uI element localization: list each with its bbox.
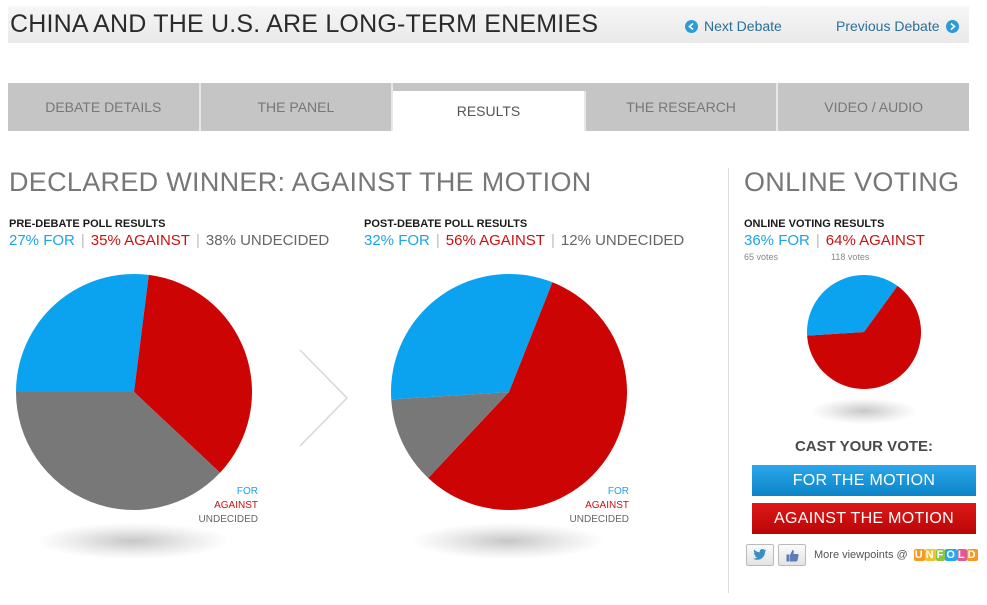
pre-for-text: 27% FOR	[9, 232, 75, 249]
online-pie-shadow	[812, 398, 916, 424]
unfold-letter: L	[956, 549, 967, 561]
page-title: CHINA AND THE U.S. ARE LONG-TERM ENEMIES	[10, 10, 599, 38]
post-debate-pie-chart	[391, 274, 627, 510]
thumbs-up-icon	[786, 549, 799, 561]
unfold-letter: F	[935, 549, 946, 561]
unfold-letter: D	[966, 549, 978, 561]
chevron-left-icon	[685, 19, 698, 33]
section-divider	[728, 168, 729, 593]
pie-slice-undecided	[391, 392, 509, 479]
online-voting-pie-chart	[807, 275, 921, 389]
online-summary: 36% FOR | 64% AGAINST	[744, 232, 925, 249]
tab-the-research[interactable]: THE RESEARCH	[586, 83, 779, 131]
post-undecided-text: 12% UNDECIDED	[560, 232, 685, 249]
online-for-votes: 65 votes	[744, 252, 779, 262]
online-for-text: 36% FOR	[744, 232, 810, 249]
unfold-letter: U	[913, 549, 925, 561]
pre-debate-pie-chart	[16, 274, 252, 510]
online-against-text: 64% AGAINST	[825, 232, 925, 249]
post-pie-shadow	[413, 523, 603, 559]
pre-against-text: 35% AGAINST	[90, 232, 190, 249]
vote-against-button[interactable]: AGAINST THE MOTION	[752, 503, 976, 534]
online-against-votes: 118 votes	[831, 252, 870, 262]
twitter-button[interactable]	[746, 544, 774, 566]
post-against-text: 56% AGAINST	[445, 232, 545, 249]
more-viewpoints-text: More viewpoints @	[814, 549, 908, 561]
legend-for: FOR	[607, 486, 629, 497]
post-debate-summary: 32% FOR | 56% AGAINST | 12% UNDECIDED	[364, 232, 685, 249]
post-debate-label: POST-DEBATE POLL RESULTS	[364, 218, 528, 230]
pre-undecided-text: 38% UNDECIDED	[205, 232, 330, 249]
cast-vote-title: CAST YOUR VOTE:	[794, 438, 934, 455]
tab-bar: DEBATE DETAILS THE PANEL RESULTS THE RES…	[8, 83, 969, 131]
post-for-text: 32% FOR	[364, 232, 430, 249]
winner-heading: DECLARED WINNER: AGAINST THE MOTION	[9, 167, 592, 197]
chevron-right-arrow-icon	[299, 349, 349, 447]
pie-slice-against	[807, 285, 921, 389]
legend-against: AGAINST	[214, 500, 258, 511]
pre-pie-shadow	[38, 523, 228, 559]
twitter-bird-icon	[753, 549, 767, 560]
pie-slice-for	[391, 274, 509, 400]
next-debate-link[interactable]: Next Debate	[685, 18, 782, 34]
tab-debate-details[interactable]: DEBATE DETAILS	[8, 83, 201, 131]
online-voting-label: ONLINE VOTING RESULTS	[744, 218, 885, 230]
pre-debate-label: PRE-DEBATE POLL RESULTS	[9, 218, 166, 230]
pre-debate-summary: 27% FOR | 35% AGAINST | 38% UNDECIDED	[9, 232, 330, 249]
pie-slice-against	[428, 282, 627, 510]
pie-slice-for	[807, 275, 864, 336]
pie-slice-against	[134, 274, 252, 473]
pie-slice-for	[16, 274, 134, 392]
legend-undecided: UNDECIDED	[198, 514, 258, 525]
online-voting-heading: ONLINE VOTING	[744, 167, 960, 197]
title-bar: CHINA AND THE U.S. ARE LONG-TERM ENEMIES…	[8, 6, 969, 43]
post-legend: FOR AGAINST UNDECIDED	[541, 485, 629, 527]
pie-slice-for	[864, 275, 898, 332]
unfold-letter: N	[924, 549, 936, 561]
facebook-like-button[interactable]	[778, 544, 806, 566]
legend-undecided: UNDECIDED	[569, 514, 629, 525]
pie-slice-undecided	[16, 392, 221, 510]
next-debate-label: Next Debate	[704, 18, 782, 34]
unfold-letter: O	[945, 549, 957, 561]
pie-slice-for	[509, 274, 553, 392]
tab-video-audio[interactable]: VIDEO / AUDIO	[824, 99, 924, 115]
previous-debate-label: Previous Debate	[836, 18, 940, 34]
chevron-right-icon	[945, 19, 959, 33]
pie-slice-for	[134, 274, 149, 392]
vote-for-button[interactable]: FOR THE MOTION	[752, 465, 976, 496]
tab-results[interactable]: RESULTS	[393, 91, 586, 131]
legend-against: AGAINST	[585, 500, 629, 511]
previous-debate-link[interactable]: Previous Debate	[836, 18, 959, 34]
pre-legend: FOR AGAINST UNDECIDED	[170, 485, 258, 527]
tab-the-panel[interactable]: THE PANEL	[201, 83, 394, 131]
legend-for: FOR	[236, 486, 258, 497]
